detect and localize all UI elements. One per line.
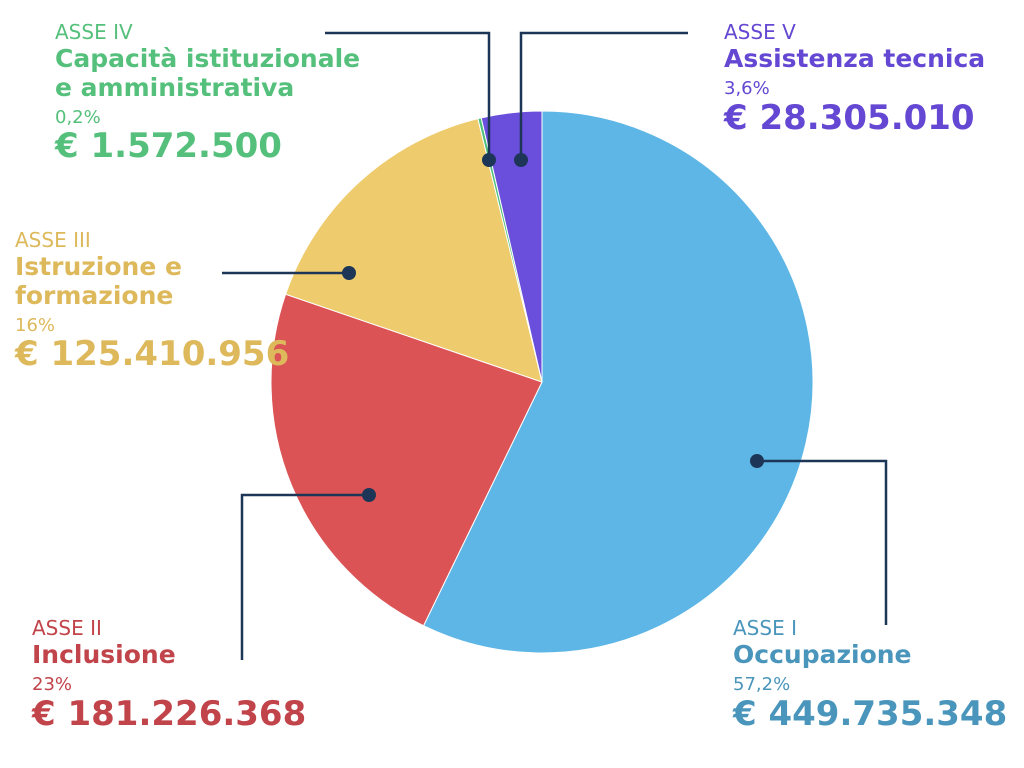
axis-name: Occupazione: [733, 640, 912, 669]
leader-dot-asse-v: [514, 153, 528, 167]
pie-slice-asse-v: [480, 110, 543, 383]
amount-label: € 28.305.010: [724, 97, 975, 138]
pie-slice-asse-iii: [284, 118, 543, 383]
axis-label: ASSE I: [733, 616, 797, 640]
label-asse-ii: ASSE II Inclusione 23% € 181.226.368: [32, 618, 306, 732]
leader-line-asse-v: [519, 31, 688, 160]
percent-label: 23%: [32, 673, 73, 695]
amount-label: € 1.572.500: [55, 126, 282, 167]
pie-slice-asse-i: [422, 110, 814, 654]
percent-label: 3,6%: [724, 77, 770, 99]
axis-name: Capacità istituzionale e amministrativa: [55, 44, 361, 103]
leader-line-asse-i: [757, 459, 888, 625]
axis-name: Inclusione: [32, 640, 176, 669]
axis-name-line: e amministrativa: [55, 72, 295, 102]
axis-name: Assistenza tecnica: [724, 44, 986, 73]
axis-label: ASSE II: [32, 616, 102, 640]
amount-label: € 449.735.348: [733, 693, 1008, 734]
leader-dot-asse-i: [750, 454, 764, 468]
axis-name-line: Capacità istituzionale: [55, 44, 361, 73]
label-asse-i: ASSE I Occupazione 57,2% € 449.735.348: [733, 618, 1007, 732]
axis-name-line: Istruzione e: [15, 252, 182, 281]
amount-label: € 125.410.956: [15, 334, 290, 375]
leader-line-asse-iv: [325, 31, 491, 160]
label-asse-iii: ASSE III Istruzione e formazione 16% € 12…: [15, 230, 289, 373]
leader-dot-asse-iv: [482, 153, 496, 167]
amount-label: € 181.226.368: [32, 693, 307, 734]
leader-dot-asse-iii: [342, 266, 356, 280]
axis-label: ASSE V: [724, 20, 796, 44]
axis-name-line: formazione: [15, 280, 174, 310]
percent-label: 16%: [15, 314, 56, 336]
axis-label: ASSE IV: [55, 20, 133, 44]
percent-label: 0,2%: [55, 106, 101, 128]
axis-label: ASSE III: [15, 228, 91, 252]
axis-name: Istruzione e formazione: [15, 252, 289, 311]
label-asse-iv: ASSE IV Capacità istituzionale e amminist…: [55, 22, 360, 165]
leader-line-asse-ii: [240, 493, 369, 660]
label-asse-v: ASSE V Assistenza tecnica 3,6% € 28.305.…: [724, 22, 985, 136]
pie-slice-asse-ii: [270, 293, 543, 627]
leader-dot-asse-ii: [362, 488, 376, 502]
percent-label: 57,2%: [733, 673, 791, 695]
